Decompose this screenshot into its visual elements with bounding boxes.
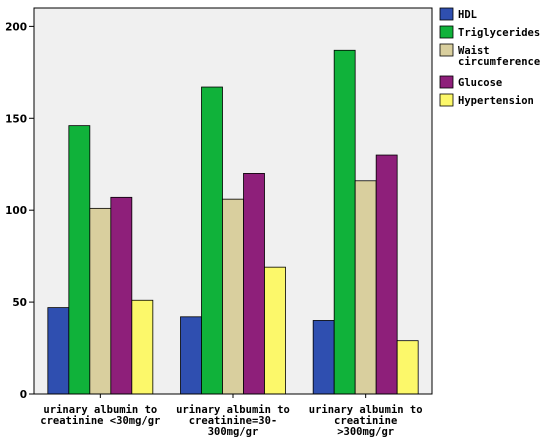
legend-label: HDL: [458, 9, 477, 21]
legend-swatch: [439, 43, 454, 57]
y-tick-label: 150: [5, 113, 27, 125]
bar-hypertension: [264, 266, 286, 395]
y-tick-label: 50: [12, 297, 27, 309]
x-category-label: urinary albumin to: [176, 404, 290, 416]
bar-hdl: [47, 307, 70, 395]
legend-swatch: [439, 93, 454, 107]
legend-swatch: [439, 7, 454, 21]
bar-hypertension: [131, 299, 154, 395]
x-category-label: creatinine: [334, 415, 397, 427]
legend-label: Hypertension: [458, 95, 534, 107]
legend-swatch: [439, 25, 454, 39]
bar-triglycerides: [201, 86, 223, 395]
y-ticks-group: 0 50 100 150 200: [5, 21, 34, 401]
bar-glucose: [375, 154, 398, 395]
bar-glucose: [110, 196, 133, 395]
x-category-label: urinary albumin to: [43, 404, 157, 416]
bar-triglycerides: [333, 49, 356, 395]
bar-hdl: [312, 320, 335, 395]
legend-label: circumference: [458, 56, 540, 68]
bar-triglycerides: [68, 125, 91, 395]
x-category-label: >300mg/gr: [337, 426, 394, 438]
legend-label: Triglycerides: [458, 27, 540, 39]
x-category-label: creatinine <30mg/gr: [40, 415, 160, 427]
bars-group: [47, 49, 419, 395]
x-category-label: urinary albumin to: [309, 404, 423, 416]
x-category-label: creatinine=30-: [189, 415, 278, 427]
y-tick-label: 0: [20, 389, 27, 401]
legend-label: Waist: [458, 45, 490, 57]
legend-swatch: [439, 75, 454, 89]
bar-glucose: [243, 173, 265, 395]
bar-waist-circumference: [222, 198, 244, 395]
y-tick-label: 200: [5, 21, 27, 33]
legend-label: Glucose: [458, 77, 502, 89]
bar-hypertension: [396, 340, 419, 395]
y-tick-label: 100: [5, 205, 27, 217]
x-category-label: 300mg/gr: [208, 426, 259, 438]
bar-hdl: [180, 316, 202, 395]
bar-waist-circumference: [354, 180, 377, 395]
bar-waist-circumference: [89, 207, 112, 395]
